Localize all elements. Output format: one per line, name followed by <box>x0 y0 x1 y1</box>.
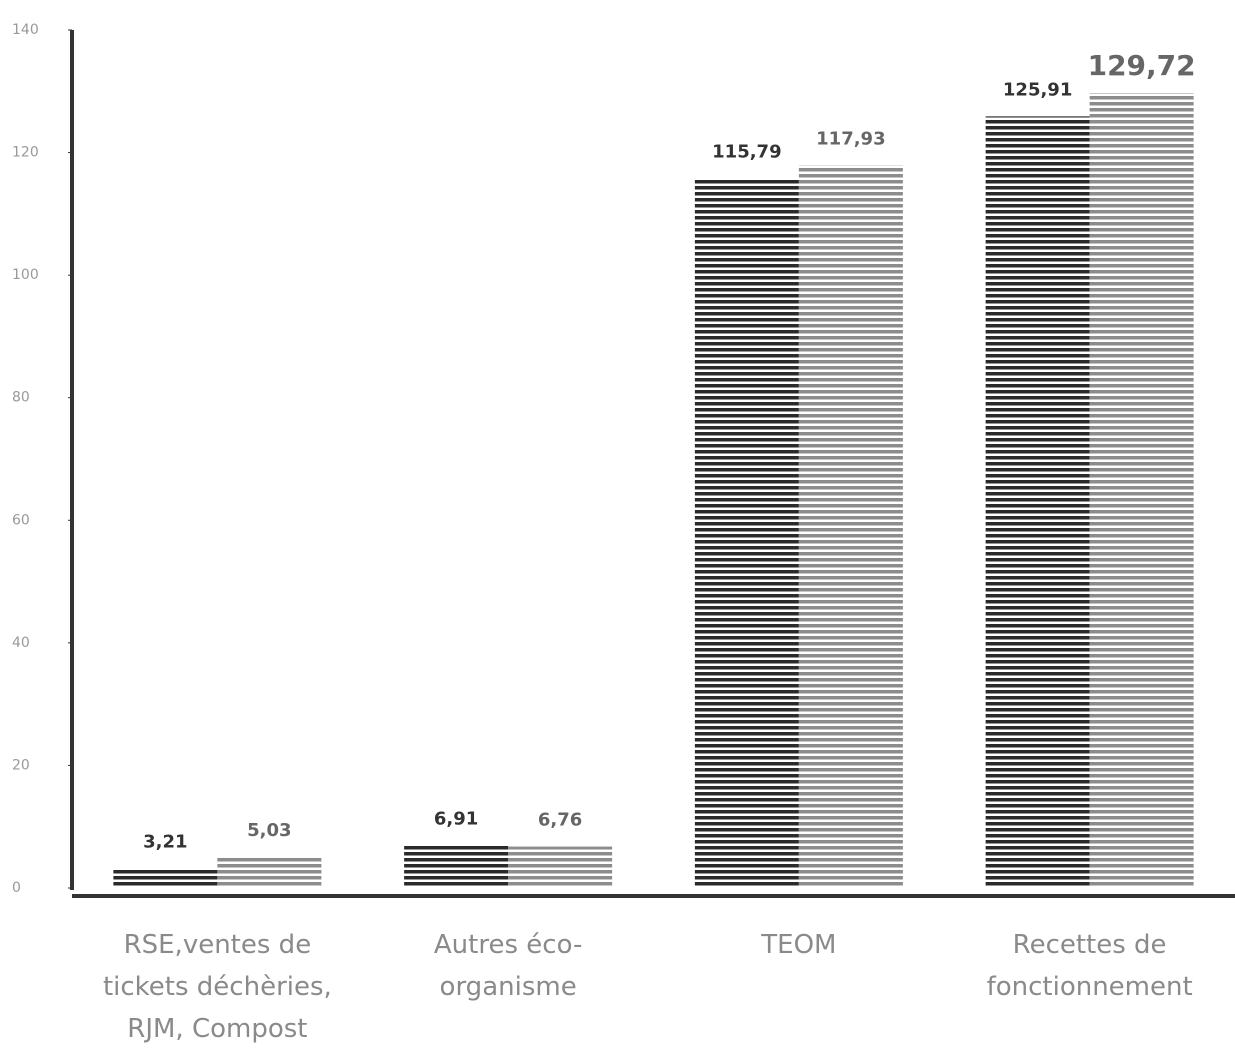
y-tick-label: 120 <box>12 145 39 161</box>
value-label: 6,91 <box>434 809 478 830</box>
value-label: 5,03 <box>247 820 291 841</box>
bar <box>799 165 903 888</box>
bar <box>695 178 799 888</box>
y-tick-label: 100 <box>12 267 39 283</box>
x-tick-label: Recettes de fonctionnement <box>960 924 1220 1008</box>
bar <box>404 846 508 888</box>
y-tick-label: 80 <box>12 390 30 406</box>
value-label: 3,21 <box>143 831 187 852</box>
chart: 0 20 40 60 80 100 120 140 3,21 5,03 6,91 6,76 115,79… <box>0 0 1235 1048</box>
y-tick-label: 140 <box>12 22 39 38</box>
bar <box>113 868 217 888</box>
bar <box>986 116 1090 888</box>
x-tick-label: RSE,ventes de tickets déchèries, RJM, Co… <box>87 924 347 1048</box>
bar <box>1090 93 1194 888</box>
value-label: 6,76 <box>538 810 582 831</box>
value-label: 129,72 <box>1088 49 1196 82</box>
value-label: 125,91 <box>1003 79 1072 100</box>
bar <box>508 847 612 888</box>
bar <box>217 857 321 888</box>
x-tick-label: Autres éco-organisme <box>378 924 638 1008</box>
y-tick-label: 0 <box>12 880 21 896</box>
y-tick-label: 60 <box>12 512 30 528</box>
y-tick-label: 40 <box>12 635 30 651</box>
page: 0 20 40 60 80 100 120 140 3,21 5,03 6,91 6,76 115,79… <box>0 0 1235 1048</box>
value-label: 117,93 <box>816 128 885 149</box>
y-tick-label: 20 <box>12 757 30 773</box>
x-tick-label: TEOM <box>669 924 929 966</box>
value-label: 115,79 <box>712 141 781 162</box>
